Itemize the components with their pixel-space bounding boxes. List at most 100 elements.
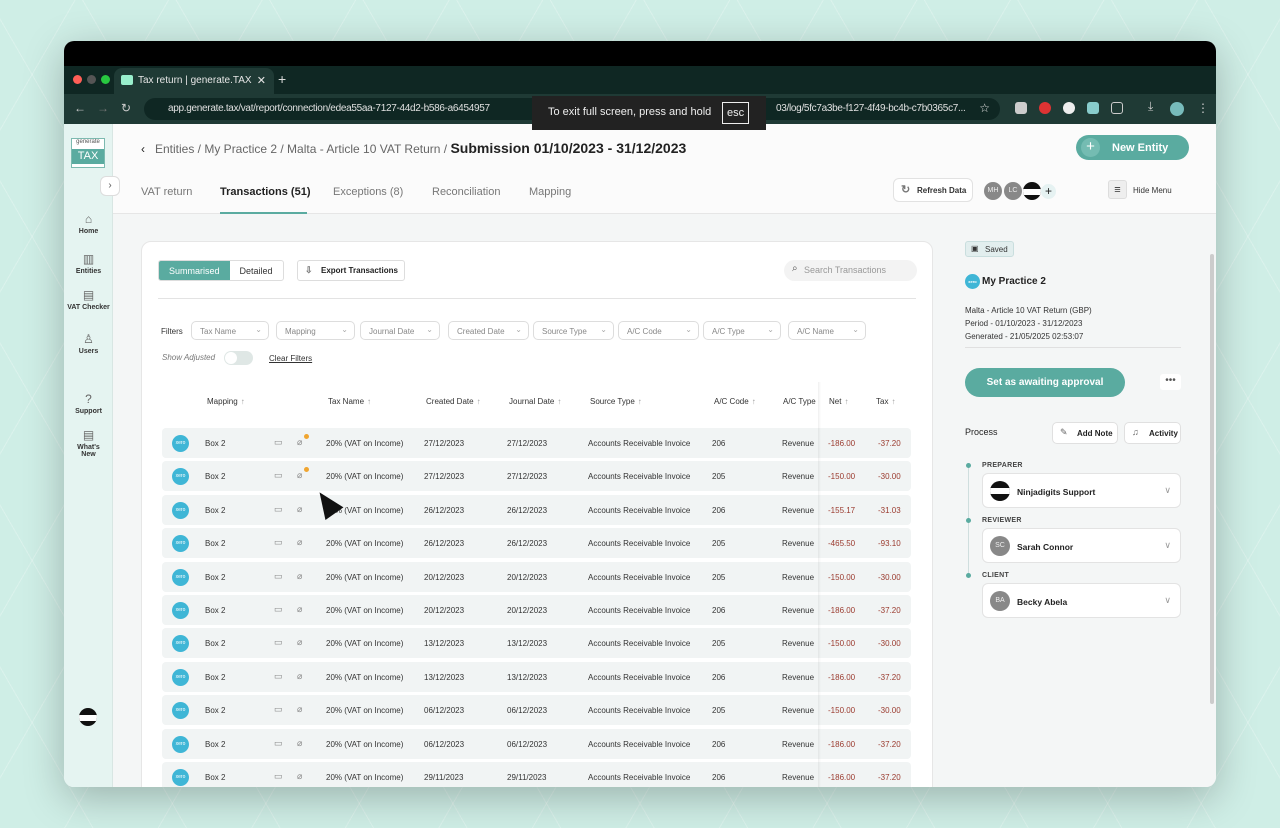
- hide-menu-button[interactable]: ≡ Hide Menu: [1108, 180, 1188, 200]
- filter-tax-name[interactable]: Tax Name ⌄: [191, 321, 269, 340]
- show-adjusted-toggle[interactable]: [224, 351, 253, 365]
- extension-icon[interactable]: [1039, 102, 1051, 114]
- sidebar-item-whats-new[interactable]: ▤ What's New: [64, 428, 113, 458]
- column-header-net[interactable]: Net ↑: [829, 397, 848, 406]
- comment-icon[interactable]: ▭: [274, 437, 283, 447]
- attachment-icon[interactable]: ⌀: [297, 470, 303, 481]
- table-row[interactable]: xero Box 2 20% (VAT on Income) 26/12/2023 26…: [162, 528, 911, 559]
- activity-button[interactable]: ♫ Activity: [1124, 422, 1181, 444]
- comment-icon[interactable]: ▭: [274, 637, 283, 648]
- table-row[interactable]: xero Box 2 20% (VAT on Income) 27/12/2023 27…: [162, 428, 911, 458]
- table-row[interactable]: xero Box 2 20% (VAT on Income) 26/12/2023 26…: [162, 494, 911, 525]
- attachment-icon[interactable]: ⌀: [297, 437, 303, 447]
- table-row[interactable]: xero Box 2 20% (VAT on Income) 20/12/2023 20…: [162, 561, 911, 592]
- column-header-a-c-code[interactable]: A/C Code ↑: [714, 397, 756, 406]
- table-row[interactable]: xero Box 2 20% (VAT on Income) 13/12/2023 13…: [162, 661, 911, 692]
- sort-icon[interactable]: ↑: [367, 397, 372, 406]
- table-row[interactable]: xero Box 2 20% (VAT on Income) 06/12/2023 06…: [162, 695, 911, 726]
- attachment-icon[interactable]: ⌀: [297, 670, 303, 681]
- table-row[interactable]: xero Box 2 20% (VAT on Income) 27/12/2023 27…: [162, 461, 911, 492]
- filter-mapping[interactable]: Mapping ⌄: [276, 321, 355, 340]
- filter-journal-date[interactable]: Journal Date ⌄: [360, 321, 440, 340]
- reload-icon[interactable]: ↻: [121, 101, 132, 115]
- profile-icon[interactable]: [1170, 102, 1184, 116]
- attachment-icon[interactable]: ⌀: [297, 737, 303, 748]
- search-input[interactable]: ⌕ Search Transactions: [784, 260, 917, 281]
- avatar[interactable]: LC: [1004, 182, 1022, 200]
- tab-exceptions[interactable]: Exceptions (8): [333, 186, 404, 198]
- clear-filters-link[interactable]: Clear Filters: [269, 354, 313, 363]
- table-row[interactable]: xero Box 2 20% (VAT on Income) 13/12/2023 13…: [162, 628, 911, 659]
- extensions-puzzle-icon[interactable]: [1111, 102, 1123, 114]
- sidebar-item-home[interactable]: ⌂ Home: [64, 212, 113, 235]
- qr-extension-icon[interactable]: [1015, 102, 1027, 114]
- close-tab-icon[interactable]: ✕: [256, 75, 266, 87]
- column-header-a-c-type[interactable]: A/C Type: [783, 397, 816, 406]
- attachment-icon[interactable]: ⌀: [297, 771, 303, 781]
- tab-transactions[interactable]: Transactions (51): [220, 186, 311, 198]
- sort-icon[interactable]: ↑: [891, 397, 896, 406]
- attachment-icon[interactable]: ⌀: [297, 604, 303, 614]
- minimize-window-button[interactable]: [87, 75, 96, 84]
- attachment-icon[interactable]: ⌀: [297, 537, 303, 548]
- attachment-icon[interactable]: ⌀: [297, 704, 303, 715]
- attachment-icon[interactable]: ⌀: [297, 637, 303, 648]
- bookmark-star-icon[interactable]: ☆: [979, 101, 990, 115]
- column-header-tax[interactable]: Tax ↑: [876, 397, 895, 406]
- filter-a-c-code[interactable]: A/C Code ⌄: [618, 321, 699, 340]
- avatar[interactable]: [1023, 182, 1041, 200]
- comment-icon[interactable]: ▭: [274, 470, 283, 481]
- sort-icon[interactable]: ↑: [476, 397, 481, 406]
- sort-icon[interactable]: ↑: [844, 397, 849, 406]
- detailed-button[interactable]: Detailed: [239, 266, 273, 276]
- sidebar-item-support[interactable]: ? Support: [64, 392, 113, 415]
- tab-vat-return[interactable]: VAT return: [141, 186, 193, 198]
- maximize-window-button[interactable]: [101, 75, 110, 84]
- set-awaiting-approval-button[interactable]: Set as awaiting approval: [965, 368, 1125, 397]
- sidebar-item-vat-checker[interactable]: ▤ VAT Checker: [64, 288, 113, 311]
- table-row[interactable]: xero Box 2 20% (VAT on Income) 20/12/2023 20…: [162, 595, 911, 625]
- comment-icon[interactable]: ▭: [274, 737, 283, 748]
- add-member-button[interactable]: +: [1041, 184, 1056, 199]
- tab-mapping[interactable]: Mapping: [529, 186, 572, 198]
- back-icon[interactable]: ←: [74, 101, 86, 115]
- filter-a-c-name[interactable]: A/C Name ⌄: [788, 321, 866, 340]
- expand-sidebar-button[interactable]: ›: [100, 176, 120, 196]
- avatar[interactable]: MH: [984, 182, 1002, 200]
- comment-icon[interactable]: ▭: [274, 503, 283, 514]
- sort-icon[interactable]: ↑: [751, 397, 756, 406]
- comment-icon[interactable]: ▭: [274, 537, 283, 548]
- sidebar-item-users[interactable]: ♙ Users: [64, 332, 113, 355]
- new-tab-button[interactable]: +: [278, 71, 287, 87]
- sidebar-item-entities[interactable]: ▥ Entities: [64, 252, 113, 275]
- filter-source-type[interactable]: Source Type ⌄: [533, 321, 614, 340]
- column-header-mapping[interactable]: Mapping ↑: [207, 397, 245, 406]
- refresh-data-button[interactable]: ↻ Refresh Data: [893, 178, 973, 202]
- comment-icon[interactable]: ▭: [274, 570, 283, 581]
- new-entity-button[interactable]: + New Entity: [1076, 135, 1189, 160]
- comment-icon[interactable]: ▭: [274, 604, 283, 614]
- logo[interactable]: generate TAX: [71, 138, 105, 168]
- column-header-tax-name[interactable]: Tax Name ↑: [328, 397, 371, 406]
- close-window-button[interactable]: [73, 75, 82, 84]
- assignee-select-reviewer[interactable]: SC Sarah Connor ∨: [982, 528, 1181, 563]
- forward-icon[interactable]: →: [97, 101, 109, 115]
- sort-icon[interactable]: ↑: [240, 397, 245, 406]
- attachment-icon[interactable]: ⌀: [297, 503, 303, 514]
- sort-icon[interactable]: ↑: [557, 397, 562, 406]
- breadcrumb-path[interactable]: Entities / My Practice 2 / Malta - Artic…: [155, 142, 448, 156]
- scrollbar[interactable]: [1210, 254, 1214, 704]
- table-row[interactable]: xero Box 2 20% (VAT on Income) 29/11/2023 29…: [162, 762, 911, 787]
- assignee-select-client[interactable]: BA Becky Abela ∨: [982, 583, 1181, 618]
- extension-icon[interactable]: [1087, 102, 1099, 114]
- add-note-button[interactable]: ✎ Add Note: [1052, 422, 1118, 444]
- extension-icon[interactable]: [1063, 102, 1075, 114]
- column-header-source-type[interactable]: Source Type ↑: [590, 397, 642, 406]
- summarised-button[interactable]: Summarised: [159, 261, 230, 280]
- assignee-select-preparer[interactable]: Ninjadigits Support ∨: [982, 473, 1181, 508]
- filter-created-date[interactable]: Created Date ⌄: [448, 321, 529, 340]
- column-header-journal-date[interactable]: Journal Date ↑: [509, 397, 561, 406]
- sort-icon[interactable]: ↑: [637, 397, 642, 406]
- attachment-icon[interactable]: ⌀: [297, 570, 303, 581]
- user-avatar[interactable]: [79, 708, 97, 726]
